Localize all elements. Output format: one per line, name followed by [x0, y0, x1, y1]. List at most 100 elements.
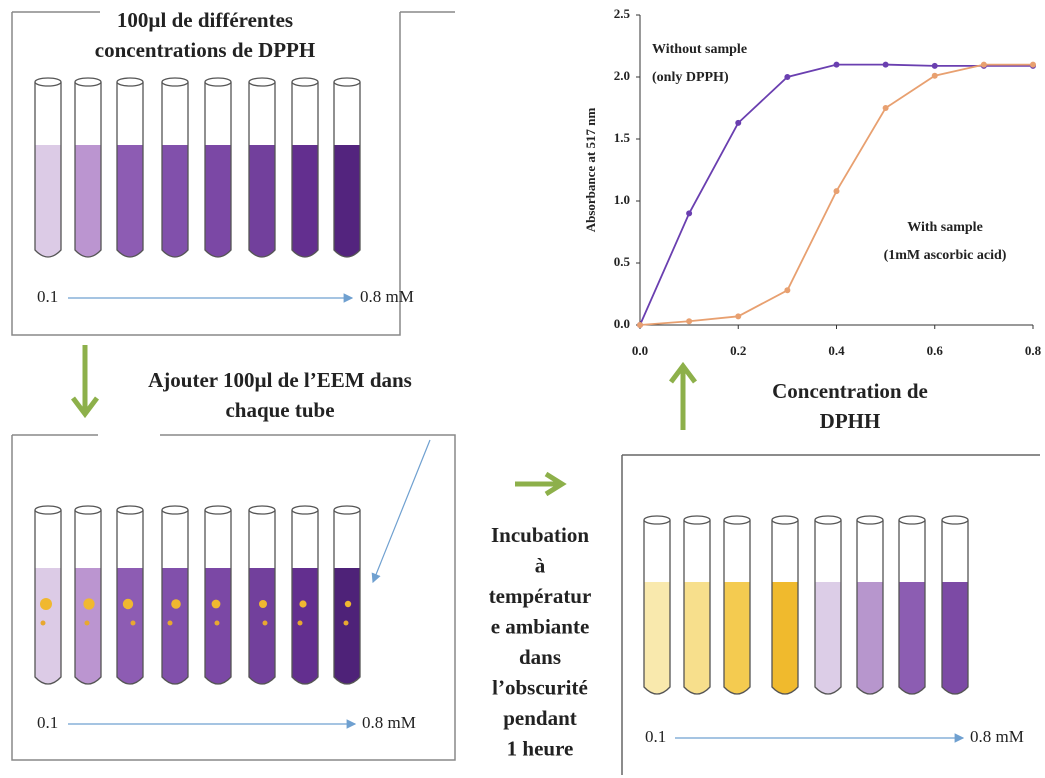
step-text: 1 heure [507, 736, 574, 760]
tube [723, 520, 751, 695]
chart-annotation: (only DPPH) [652, 70, 729, 85]
step-text: chaque tube [225, 398, 334, 422]
tube-rim [248, 77, 276, 87]
extract-drop [167, 620, 173, 626]
tube-rim [34, 77, 62, 87]
x-axis-label: Concentration de [772, 379, 928, 403]
range-start: 0.1 [645, 727, 666, 746]
extract-drop [262, 620, 268, 626]
step-text: Ajouter 100µl de l’EEM dans [148, 368, 412, 392]
tube [34, 510, 62, 685]
tube [74, 510, 102, 685]
tube-liquid [644, 582, 670, 694]
tube [333, 82, 361, 258]
extract-drop [84, 620, 90, 626]
extract-drop [130, 620, 136, 626]
y-tick-label: 0.5 [614, 254, 631, 269]
tube-liquid [75, 145, 101, 257]
tube [941, 520, 969, 695]
tube-rim [856, 515, 884, 525]
y-tick-label: 1.0 [614, 192, 630, 207]
extract-drop [214, 620, 220, 626]
chart-annotation: (1mM ascorbic acid) [884, 248, 1007, 263]
tube [74, 82, 102, 258]
y-tick-label: 2.5 [614, 6, 631, 21]
step-text: l’obscurité [492, 675, 588, 699]
tube-rim [814, 515, 842, 525]
panel-box [11, 434, 456, 761]
tube-rim [248, 505, 276, 515]
tube [204, 82, 232, 258]
tube [161, 510, 189, 685]
tube-rim [116, 77, 144, 87]
step-text: pendant [503, 706, 577, 730]
data-point [784, 74, 791, 80]
tube-rim [161, 77, 189, 87]
tube-liquid [117, 568, 143, 684]
tube-rim [723, 515, 751, 525]
tube [34, 82, 62, 258]
data-point [833, 61, 840, 68]
tube-liquid [772, 582, 798, 694]
data-point [882, 61, 889, 68]
tube-liquid [205, 145, 231, 257]
panel-box [621, 454, 1040, 775]
x-tick-label: 0.4 [828, 343, 845, 358]
tube-rim [941, 515, 969, 525]
tube-liquid [724, 582, 750, 694]
tube-liquid [117, 145, 143, 257]
tube [204, 510, 232, 685]
panel-title: 100µl de différentes [117, 8, 293, 32]
tube [683, 520, 711, 695]
tube [771, 520, 799, 695]
data-point [686, 318, 693, 325]
step-text: à [535, 553, 546, 577]
chart-annotation: With sample [907, 220, 983, 235]
tube [116, 510, 144, 685]
data-point [735, 119, 742, 126]
tube-rim [333, 77, 361, 87]
tube-liquid [815, 582, 841, 694]
panel-box [11, 11, 455, 336]
extract-drop [343, 620, 349, 626]
tube-liquid [292, 568, 318, 684]
extract-drop [259, 600, 267, 608]
y-tick-label: 1.5 [614, 130, 631, 145]
x-tick-label: 0.0 [632, 343, 648, 358]
tube-liquid [857, 582, 883, 694]
extract-drop [40, 598, 52, 610]
tube-rim [333, 505, 361, 515]
chart-annotation: Without sample [652, 42, 747, 57]
tube-liquid [684, 582, 710, 694]
tube-rim [116, 505, 144, 515]
step-text: Incubation [491, 523, 589, 547]
data-point [686, 210, 693, 217]
series-line [639, 63, 1033, 326]
tube-liquid [162, 145, 188, 257]
tube-rim [74, 505, 102, 515]
data-point [784, 287, 791, 294]
data-point [882, 105, 889, 111]
tube [643, 520, 671, 695]
tube-rim [291, 505, 319, 515]
tube [291, 82, 319, 258]
tube [248, 510, 276, 685]
range-end: 0.8 mM [970, 727, 1024, 746]
flow-arrow [71, 345, 697, 497]
extract-drop [122, 598, 134, 610]
tube-rim [74, 77, 102, 87]
x-axis-label: DPHH [820, 409, 881, 433]
extract-drop [297, 620, 303, 626]
step-text: e ambiante [491, 614, 590, 638]
panel-title: concentrations de DPPH [95, 38, 315, 62]
tube-liquid [205, 568, 231, 684]
tube-liquid [35, 145, 61, 257]
x-tick-label: 0.8 [1025, 343, 1042, 358]
extract-drop [344, 600, 352, 608]
tube-rim [898, 515, 926, 525]
extract-drop [299, 600, 307, 608]
tube-liquid [899, 582, 925, 694]
tube-liquid [249, 145, 275, 257]
extract-drop [40, 620, 46, 626]
